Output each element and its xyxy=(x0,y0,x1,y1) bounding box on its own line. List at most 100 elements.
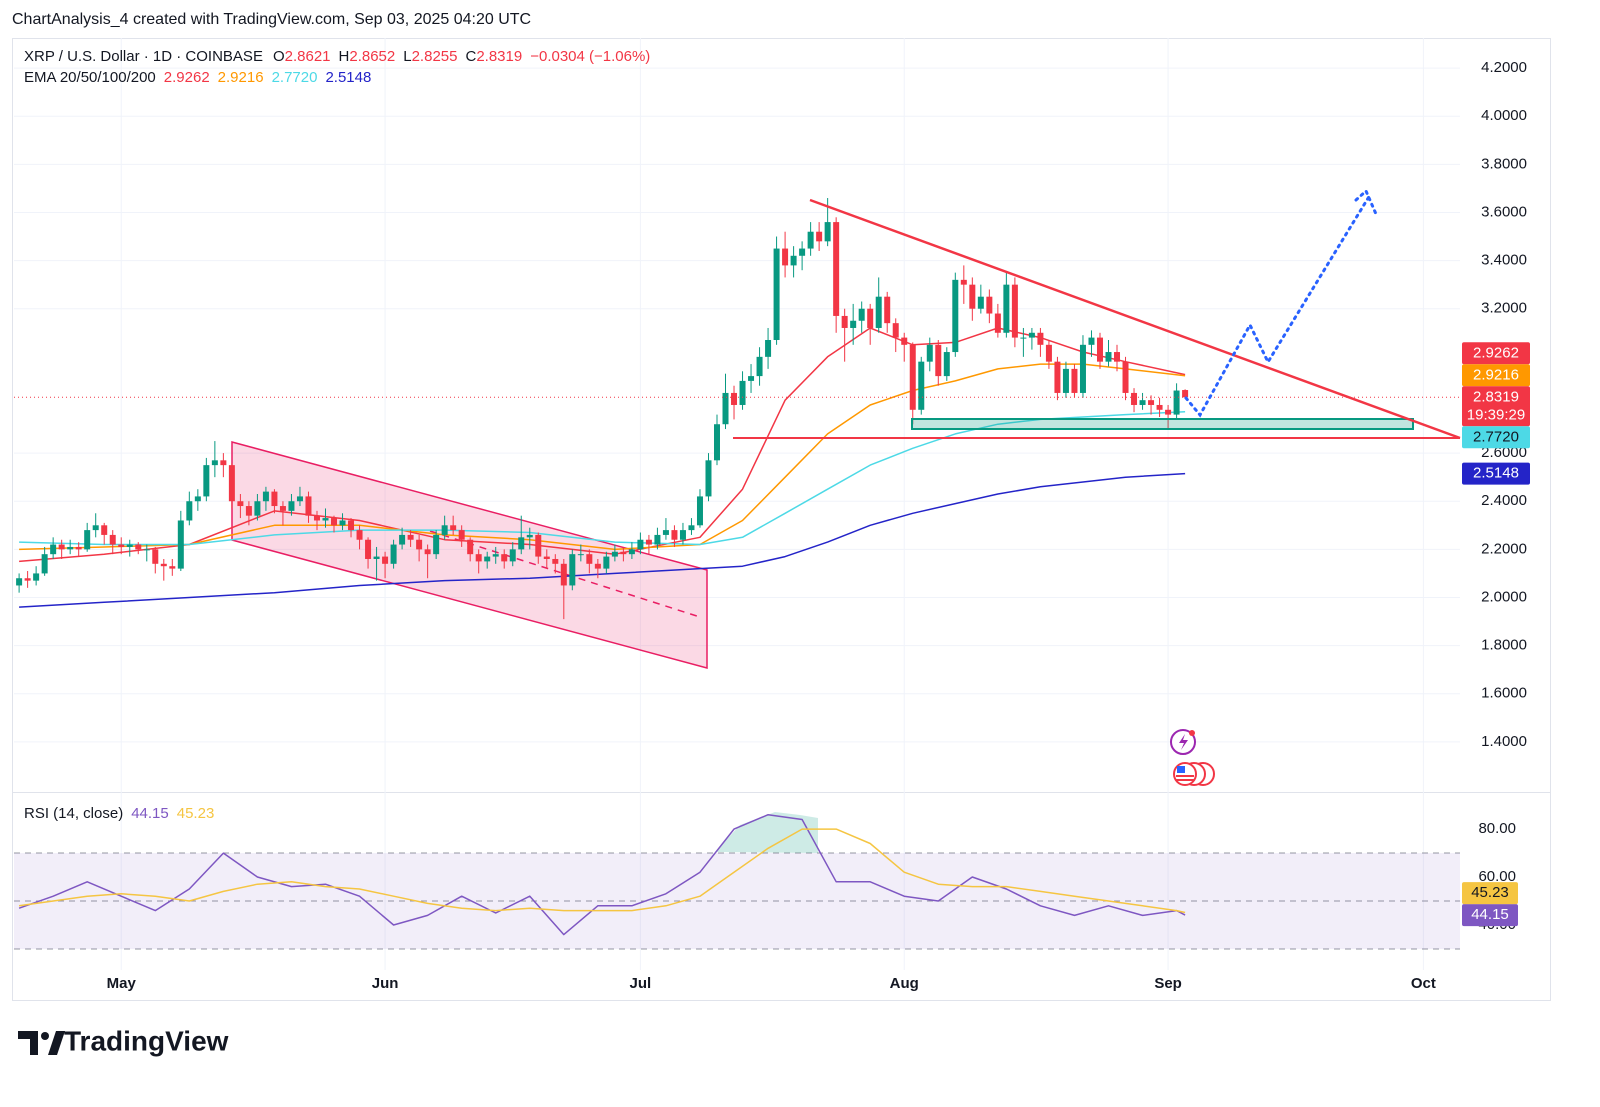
rsi-band xyxy=(14,853,1460,950)
indicator-line xyxy=(18,813,1186,936)
candle-body xyxy=(756,356,763,377)
y-tick-label: 3.8000 xyxy=(1481,155,1527,172)
candle-body xyxy=(645,539,652,545)
candle-body xyxy=(1173,390,1180,415)
candle-body xyxy=(1105,352,1112,362)
logo-dot xyxy=(41,1032,49,1040)
candle-body xyxy=(450,525,457,531)
candle-body xyxy=(75,546,82,550)
candle-body xyxy=(952,279,959,353)
candle-body xyxy=(688,525,695,531)
candle-body xyxy=(211,460,218,466)
candle-body xyxy=(867,308,874,328)
candle-body xyxy=(41,554,48,574)
candle-body xyxy=(186,501,193,521)
indicator-line xyxy=(19,472,1186,608)
candle-body xyxy=(739,380,746,405)
candle-body xyxy=(305,496,312,516)
candle-body xyxy=(671,530,678,540)
candle-body xyxy=(909,344,916,410)
ohlc-value: 2.8319 xyxy=(476,48,522,65)
candle-body xyxy=(169,566,176,569)
y-tick-label: 2.4000 xyxy=(1481,492,1527,509)
candle-body xyxy=(926,344,933,362)
brand-logo xyxy=(18,1031,65,1055)
candle-body xyxy=(220,460,227,466)
candle-body xyxy=(535,534,542,557)
y-tick-label: 1.4000 xyxy=(1481,733,1527,750)
candle-body xyxy=(620,551,627,555)
candle-body xyxy=(1020,337,1027,339)
rsi-badge-label: 44.15 xyxy=(1471,906,1509,923)
axis-labels: May Jun Jul Aug Sep Oct 1.4000 1.6000 1.8000 2.00… xyxy=(107,59,1530,992)
rsi-title: RSI (14, close) xyxy=(24,805,123,822)
candle-body xyxy=(799,248,806,256)
candle-body xyxy=(662,530,669,535)
candle-body xyxy=(696,496,703,526)
candle-body xyxy=(586,554,593,564)
countdown-label: 19:39:29 xyxy=(1467,406,1525,423)
candle-body xyxy=(416,539,423,550)
event-icon-bolt xyxy=(1179,734,1188,750)
candle-body xyxy=(1088,337,1095,345)
candle-body xyxy=(33,573,40,581)
candle-body xyxy=(492,554,499,557)
candle-body xyxy=(1045,344,1052,362)
flag-canton xyxy=(1177,766,1185,773)
rsi-plot xyxy=(18,813,1186,936)
candle-body xyxy=(1139,400,1146,405)
candle-body xyxy=(518,537,525,550)
y-tick-label: 2.6000 xyxy=(1481,444,1527,461)
candle-body xyxy=(977,296,984,309)
candle-body xyxy=(611,551,618,557)
candle-body xyxy=(348,520,355,531)
logo-mark xyxy=(18,1031,38,1055)
ohlc-key: C xyxy=(465,48,476,65)
candle-body xyxy=(637,539,644,550)
legend-value: 44.15 xyxy=(131,805,169,822)
flag-stripes xyxy=(1176,775,1194,781)
resistance-trendline xyxy=(809,198,1461,440)
candle-body xyxy=(943,352,950,377)
support-zone xyxy=(911,418,1414,430)
candle-body xyxy=(84,530,91,550)
candle-body xyxy=(467,539,474,555)
candle-body xyxy=(816,231,823,242)
candle-body xyxy=(203,465,210,497)
indicator-line xyxy=(18,828,1186,914)
y-tick-label: 3.4000 xyxy=(1481,252,1527,269)
candle-body xyxy=(807,231,814,249)
candle-body xyxy=(1131,392,1138,405)
price-badge-label: 2.9262 xyxy=(1473,344,1519,361)
projection-path xyxy=(1184,193,1372,418)
candle-body xyxy=(569,554,576,586)
legend-value: 45.23 xyxy=(177,805,215,822)
chart-frame xyxy=(12,38,1551,1001)
candle-body xyxy=(833,222,840,316)
rsi-legend: RSI (14, close) 44.15 45.23 xyxy=(24,805,214,822)
ohlc-key: L xyxy=(403,48,411,65)
candle-body xyxy=(160,563,167,567)
rsi-badge-label: 45.23 xyxy=(1471,884,1509,901)
candle-body xyxy=(1037,332,1044,345)
candle-body xyxy=(245,506,252,516)
candle-body xyxy=(126,544,133,547)
y-tick-label: 80.00 xyxy=(1478,820,1516,837)
candle-body xyxy=(365,539,372,559)
candle-body xyxy=(841,315,848,328)
projection-arrowhead xyxy=(1354,188,1378,216)
candle-body xyxy=(484,556,491,562)
candle-body xyxy=(399,534,406,545)
candle-body xyxy=(960,279,967,285)
candle-body xyxy=(628,549,635,555)
candle-body xyxy=(986,296,993,314)
legend-value: 2.9262 xyxy=(164,69,210,86)
candle-body xyxy=(1062,368,1069,393)
candle-body xyxy=(1011,284,1018,338)
candle-body xyxy=(322,518,329,521)
candle-body xyxy=(552,558,559,564)
price-badge-label: 2.9216 xyxy=(1473,366,1519,383)
candle-body xyxy=(994,313,1001,333)
x-tick-label: Oct xyxy=(1411,975,1436,992)
